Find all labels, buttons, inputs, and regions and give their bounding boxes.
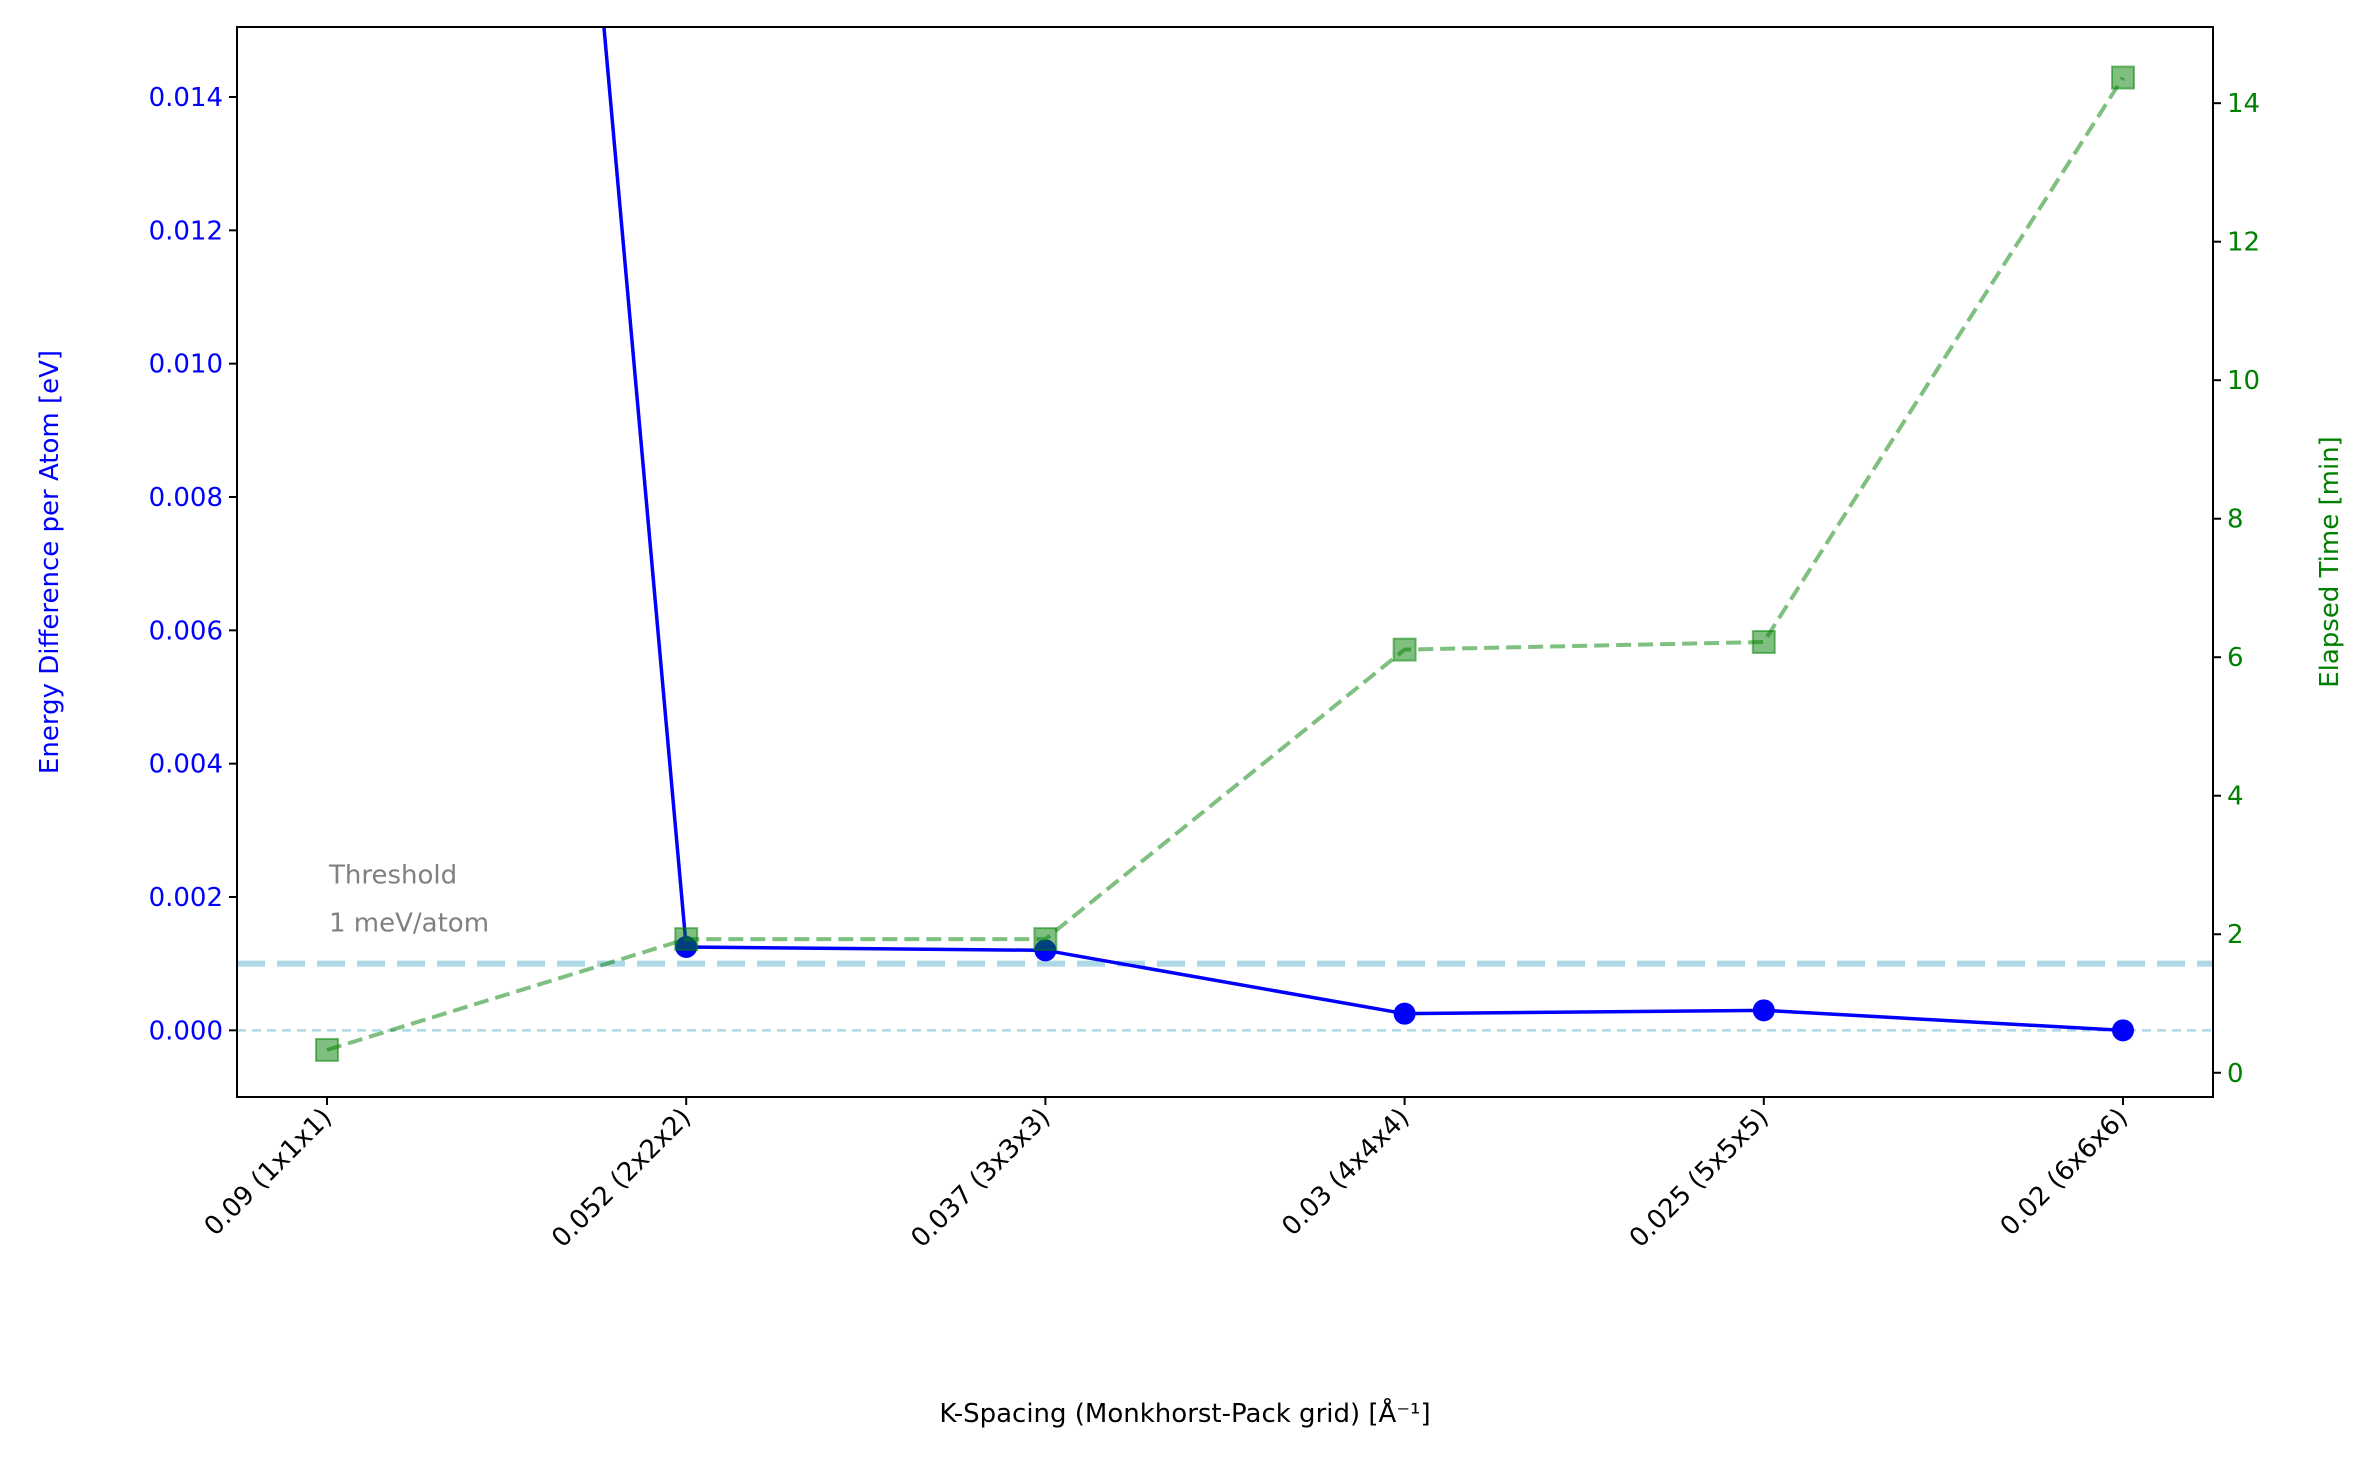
y2-tick-label: 2	[2227, 920, 2244, 950]
point-marker	[1033, 927, 1058, 952]
x-axis-label: K-Spacing (Monkhorst-Pack grid) [Å⁻¹]	[939, 1397, 1430, 1429]
y-tick-label: 0.008	[149, 483, 223, 513]
point-marker	[1393, 1002, 1416, 1025]
annotation-line: Threshold	[328, 861, 457, 891]
point-marker	[674, 927, 699, 952]
point-marker	[2111, 65, 2135, 90]
point-marker	[1392, 637, 1417, 662]
y2-tick-label: 8	[2227, 505, 2244, 535]
y2-tick-label: 10	[2227, 366, 2260, 396]
annotation: Threshold 1 meV/atom	[328, 861, 489, 939]
axes-frame	[236, 26, 2214, 1098]
y-tick-label: 0.012	[149, 216, 223, 246]
y2-axis-label: Elapsed Time [min]	[2315, 436, 2345, 688]
y2-tick-label: 12	[2227, 228, 2260, 258]
y-tick-label: 0.000	[149, 1016, 223, 1046]
y-tick-label: 0.010	[149, 350, 223, 380]
y-tick-label: 0.002	[149, 883, 223, 913]
annotation-line: 1 meV/atom	[329, 909, 489, 939]
y-tick-label: 0.004	[149, 750, 223, 780]
y-tick-label: 0.006	[149, 616, 223, 646]
y2-tick-label: 4	[2227, 782, 2244, 812]
plot-area	[237, 27, 2213, 1062]
point-marker	[315, 1037, 339, 1062]
point-marker	[2112, 1019, 2134, 1042]
y2-tick-label: 14	[2227, 89, 2260, 119]
series-line	[602, 27, 2124, 1033]
y-axis-label: Energy Difference per Atom [eV]	[35, 350, 65, 774]
y2-tick-label: 6	[2227, 643, 2244, 673]
point-marker	[1752, 999, 1775, 1022]
series-line	[326, 76, 2125, 1052]
y-tick-label: 0.014	[149, 83, 223, 113]
point-marker	[1751, 629, 1776, 654]
y2-tick-label: 0	[2227, 1059, 2244, 1089]
